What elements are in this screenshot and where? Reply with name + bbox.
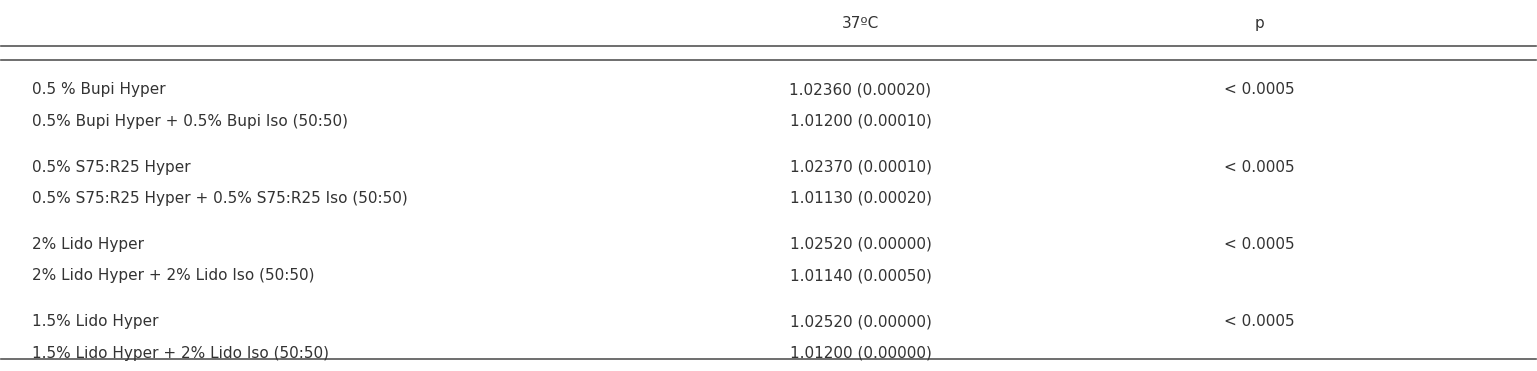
Text: < 0.0005: < 0.0005 [1223, 314, 1294, 329]
Text: 1.5% Lido Hyper: 1.5% Lido Hyper [32, 314, 158, 329]
Text: 1.01200 (0.00000): 1.01200 (0.00000) [790, 345, 931, 361]
Text: 1.5% Lido Hyper + 2% Lido Iso (50:50): 1.5% Lido Hyper + 2% Lido Iso (50:50) [32, 345, 329, 361]
Text: 0.5 % Bupi Hyper: 0.5 % Bupi Hyper [32, 82, 166, 97]
Text: 2% Lido Hyper + 2% Lido Iso (50:50): 2% Lido Hyper + 2% Lido Iso (50:50) [32, 268, 315, 283]
Text: 1.01130 (0.00020): 1.01130 (0.00020) [790, 191, 931, 206]
Text: < 0.0005: < 0.0005 [1223, 160, 1294, 175]
Text: 1.02520 (0.00000): 1.02520 (0.00000) [790, 314, 931, 329]
Text: < 0.0005: < 0.0005 [1223, 82, 1294, 97]
Text: 0.5% Bupi Hyper + 0.5% Bupi Iso (50:50): 0.5% Bupi Hyper + 0.5% Bupi Iso (50:50) [32, 114, 347, 129]
Text: 1.02370 (0.00010): 1.02370 (0.00010) [790, 160, 931, 175]
Text: 0.5% S75:R25 Hyper + 0.5% S75:R25 Iso (50:50): 0.5% S75:R25 Hyper + 0.5% S75:R25 Iso (5… [32, 191, 407, 206]
Text: 0.5% S75:R25 Hyper: 0.5% S75:R25 Hyper [32, 160, 191, 175]
Text: < 0.0005: < 0.0005 [1223, 237, 1294, 252]
Text: 1.01140 (0.00050): 1.01140 (0.00050) [790, 268, 931, 283]
Text: 1.02520 (0.00000): 1.02520 (0.00000) [790, 237, 931, 252]
Text: 1.02360 (0.00020): 1.02360 (0.00020) [790, 82, 931, 97]
Text: 2% Lido Hyper: 2% Lido Hyper [32, 237, 144, 252]
Text: 1.01200 (0.00010): 1.01200 (0.00010) [790, 114, 931, 129]
Text: p: p [1254, 16, 1265, 31]
Text: 37ºC: 37ºC [842, 16, 879, 31]
